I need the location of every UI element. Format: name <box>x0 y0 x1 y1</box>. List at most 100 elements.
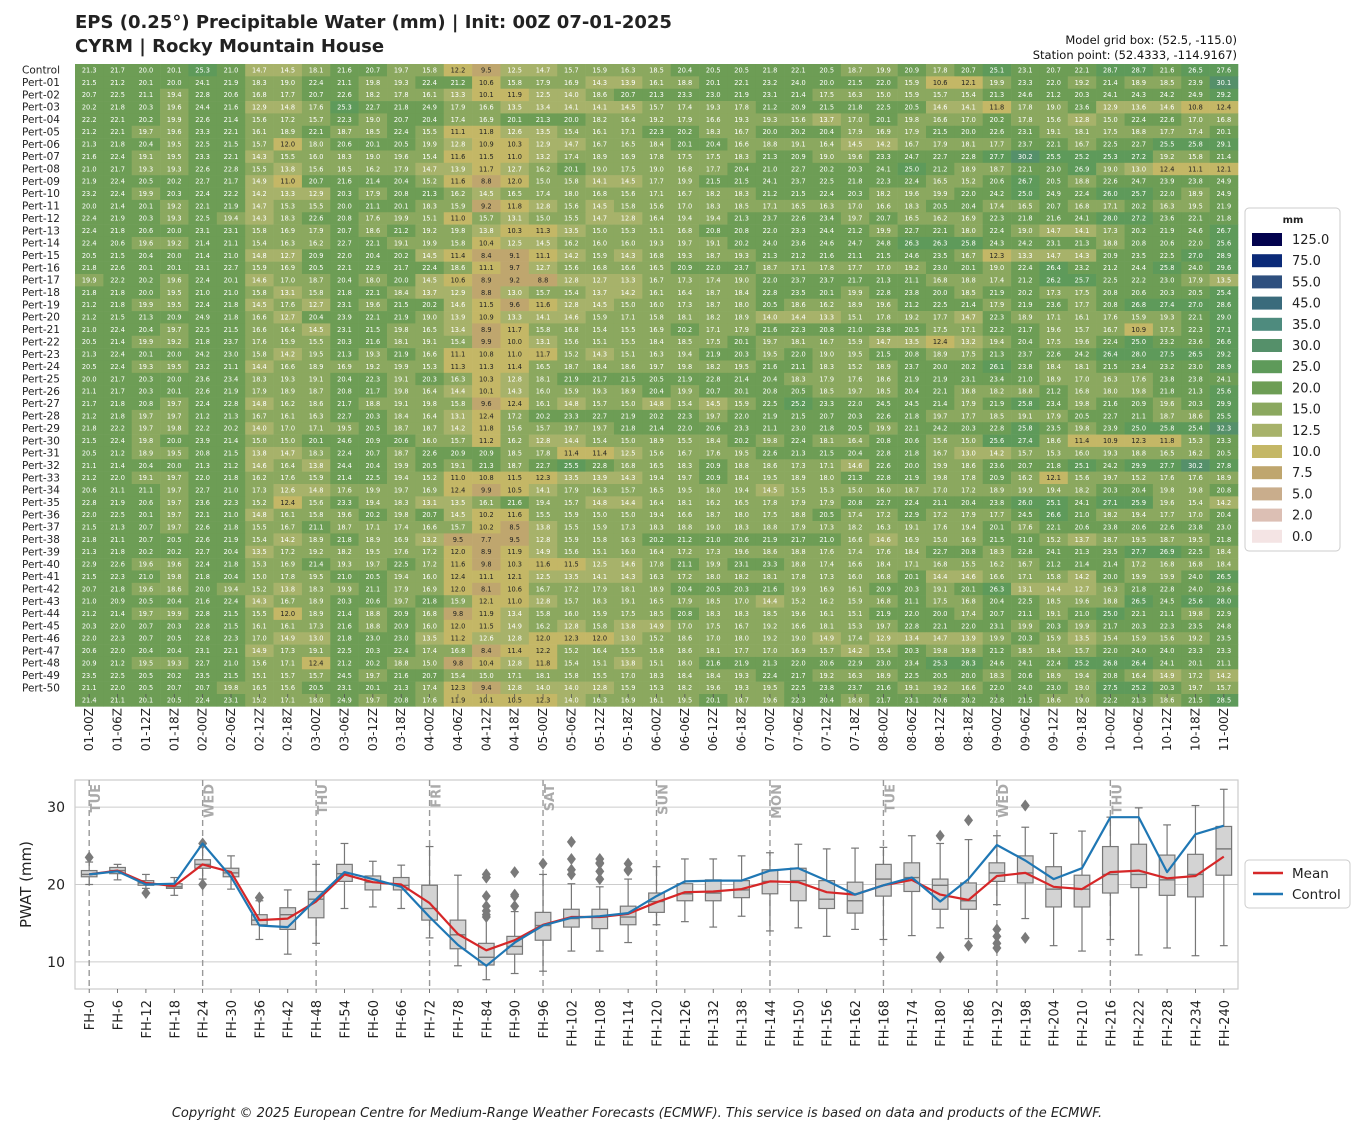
heatmap-cell <box>1124 138 1154 151</box>
heatmap-cell <box>954 64 984 77</box>
heatmap-cell-value: 17.1 <box>621 128 636 136</box>
x-tick-label: FH-6 <box>112 1000 127 1030</box>
heatmap-cell-value: 20.1 <box>706 79 721 87</box>
heatmap-cell <box>1181 113 1210 127</box>
heatmap-cell-value: 17.8 <box>734 104 749 112</box>
heatmap-cell <box>1011 150 1040 164</box>
heatmap-cell-value: 21.3 <box>649 91 664 99</box>
heatmap-cell <box>103 88 133 102</box>
heatmap-cell-value: 17.8 <box>1018 116 1033 124</box>
heatmap-cell <box>103 138 133 151</box>
heatmap-cell-value: 21.8 <box>110 141 125 149</box>
heatmap-cell-value: 15.7 <box>252 141 267 149</box>
heatmap-cell <box>1124 76 1154 89</box>
heatmap-cell-value: 14.5 <box>621 104 636 112</box>
heatmap-cell-value: 19.5 <box>167 141 182 149</box>
heatmap-cell-value: 10.1 <box>479 91 494 99</box>
heatmap-cell <box>1181 175 1210 188</box>
heatmap-cell <box>528 101 558 114</box>
heatmap-cell <box>897 64 927 77</box>
heatmap-cell-value: 16.3 <box>621 66 636 74</box>
heatmap-cell-value: 14.1 <box>564 104 579 112</box>
heatmap-cell <box>358 113 388 127</box>
heatmap-cell <box>670 162 700 176</box>
heatmap-cell <box>897 162 927 176</box>
heatmap-cell-value: 23.1 <box>1018 128 1033 136</box>
heatmap-cell-value: 14.7 <box>536 66 551 74</box>
heatmap-cell-value: 17.4 <box>451 116 466 124</box>
heatmap-cell <box>1067 125 1097 139</box>
heatmap-cell <box>500 64 530 77</box>
heatmap-cell-value: 20.6 <box>990 178 1005 186</box>
heatmap-cell-value: 20.5 <box>139 178 154 186</box>
x-tick-label: FH-228 <box>1161 1000 1176 1047</box>
heatmap-cell <box>585 125 615 139</box>
heatmap-cell <box>160 162 189 176</box>
heatmap-cell <box>727 113 757 127</box>
heatmap-cell-value: 11.5 <box>479 153 494 161</box>
heatmap-cell-value: 19.3 <box>706 104 721 112</box>
heatmap-cell <box>557 138 586 151</box>
heatmap-cell <box>160 113 189 127</box>
heatmap-cell <box>330 125 359 139</box>
heatmap-cell-value: 24.1 <box>1103 91 1118 99</box>
heatmap-cell <box>897 175 927 188</box>
heatmap-cell-value: 16.3 <box>848 91 863 99</box>
heatmap-cell <box>869 150 898 164</box>
heatmap-cell <box>387 113 416 127</box>
heatmap-cell-value: 17.2 <box>280 116 295 124</box>
heatmap-cell <box>840 76 870 89</box>
heatmap-cell <box>954 88 984 102</box>
grid-box-coordinates: Model grid box: (52.5, -115.0) <box>1065 33 1237 47</box>
heatmap-cell-value: 21.5 <box>848 79 863 87</box>
heatmap-cell <box>982 138 1012 151</box>
heatmap-cell <box>472 101 501 114</box>
heatmap-cell-value: 18.3 <box>734 153 749 161</box>
heatmap-cell <box>528 125 558 139</box>
heatmap-cell <box>585 138 615 151</box>
heatmap-cell <box>216 64 246 77</box>
heatmap-cell-value: 22.6 <box>195 116 210 124</box>
heatmap-cell <box>642 113 671 127</box>
heatmap-cell <box>387 162 416 176</box>
heatmap-cell <box>160 150 189 164</box>
heatmap-cell <box>1067 150 1097 164</box>
heatmap-cell <box>188 138 218 151</box>
heatmap-cell-value: 18.6 <box>592 91 607 99</box>
heatmap-cell <box>982 175 1012 188</box>
heatmap-cell <box>557 162 586 176</box>
heatmap-cell <box>387 125 416 139</box>
heatmap-cell <box>642 64 671 77</box>
heatmap-cell-value: 16.5 <box>933 178 948 186</box>
heatmap-cell <box>216 76 246 89</box>
heatmap-cell <box>75 138 104 151</box>
heatmap-cell-value: 13.7 <box>819 116 834 124</box>
station-point-coordinates: Station point: (52.4333, -114.9167) <box>1032 48 1237 62</box>
heatmap-cell-value: 30.1 <box>1216 79 1231 87</box>
heatmap-cell-value: 22.1 <box>734 79 749 87</box>
heatmap-cell <box>982 101 1012 114</box>
heatmap-cell <box>75 101 104 114</box>
heatmap-cell <box>216 138 246 151</box>
heatmap-cell <box>585 64 615 77</box>
heatmap-cell <box>585 175 615 188</box>
heatmap-cell-value: 21.6 <box>337 66 352 74</box>
heatmap-cell-value: 21.1 <box>139 91 154 99</box>
heatmap-cell <box>330 88 359 102</box>
heatmap-cell-value: 15.0 <box>1103 116 1118 124</box>
x-tick-label: FH-54 <box>338 1000 353 1039</box>
heatmap-cell-value: 21.5 <box>734 178 749 186</box>
heatmap-cell-value: 11.6 <box>451 178 466 186</box>
heatmap-cell-value: 25.5 <box>1160 141 1175 149</box>
heatmap-cell-value: 18.7 <box>848 66 863 74</box>
heatmap-cell-value: 18.3 <box>337 153 352 161</box>
heatmap-cell-value: 19.9 <box>990 79 1005 87</box>
heatmap-cell <box>1011 101 1040 114</box>
heatmap-cell <box>1181 101 1210 114</box>
heatmap-cell <box>330 150 359 164</box>
heatmap-cell-value: 19.3 <box>734 116 749 124</box>
heatmap-cell <box>869 138 898 151</box>
box-iqr <box>818 880 836 910</box>
heatmap-cell-value: 18.9 <box>280 128 295 136</box>
box-iqr <box>591 908 609 930</box>
